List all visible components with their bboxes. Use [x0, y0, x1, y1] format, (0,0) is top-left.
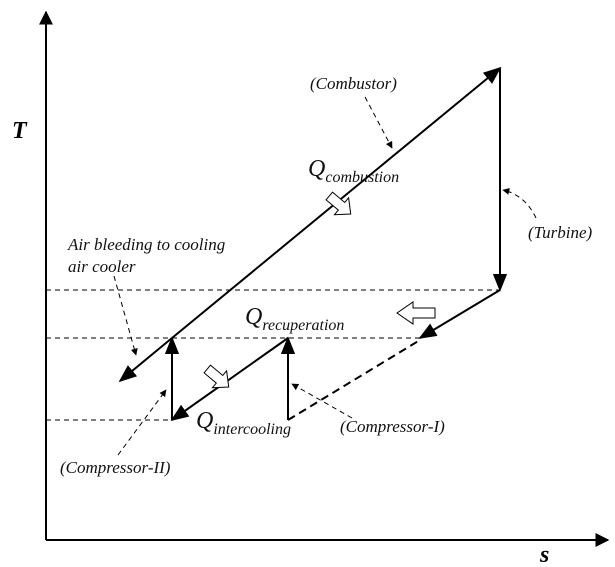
x-axis-label: s — [539, 542, 549, 567]
leader — [113, 275, 138, 356]
heat-arrow — [396, 301, 436, 325]
q-subscript: combustion — [325, 169, 399, 186]
leader — [117, 389, 167, 456]
compressor-2-label: (Compressor-II) — [60, 458, 171, 477]
recuperator-cold — [287, 339, 421, 421]
combustor-label: (Combustor) — [310, 74, 397, 93]
q-subscript: recuperation — [262, 317, 344, 334]
q-symbol: Q — [196, 408, 213, 434]
heat-arrow — [325, 191, 352, 216]
bleed-label: Air bleeding to cooling — [67, 235, 225, 254]
q-symbol: Q — [308, 156, 325, 182]
intercooler-line — [170, 337, 289, 422]
compressor-1-label: (Compressor-I) — [340, 417, 445, 436]
leader — [364, 96, 393, 149]
leader — [291, 383, 353, 419]
bleed-label: air cooler — [68, 257, 136, 276]
y-axis-label: T — [12, 118, 28, 144]
q-combustion: Qcombustion — [308, 156, 399, 186]
heat-arrow — [203, 364, 230, 389]
turbine-label: (Turbine) — [528, 223, 593, 242]
q-subscript: intercooling — [213, 421, 291, 438]
bleed-line — [118, 337, 173, 383]
leader — [502, 187, 537, 219]
q-recuperation: Qrecuperation — [245, 304, 344, 334]
q-intercooling: Qintercooling — [196, 408, 291, 438]
q-symbol: Q — [245, 304, 262, 330]
recuperator-hot — [418, 289, 501, 339]
